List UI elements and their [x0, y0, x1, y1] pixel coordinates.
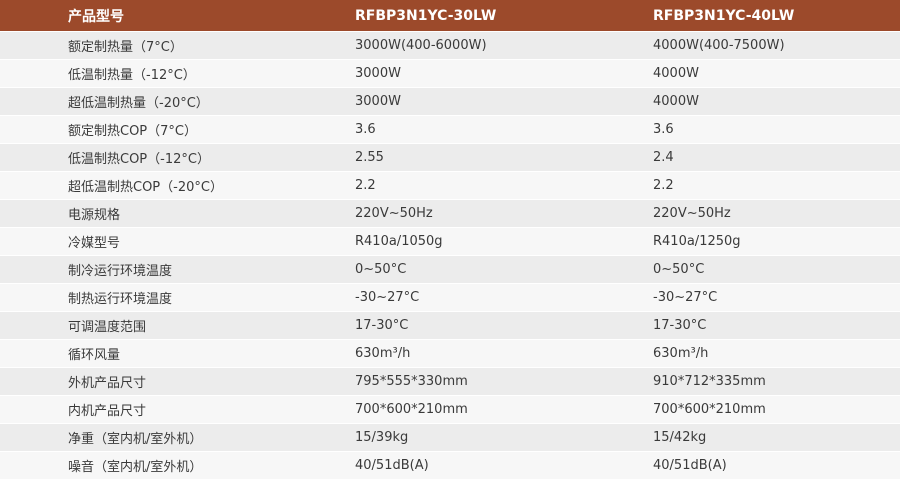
cell: 3.6 — [643, 115, 900, 144]
cell: 220V~50Hz — [345, 199, 643, 228]
cell: -30~27°C — [643, 283, 900, 312]
cell: 4000W(400-7500W) — [643, 31, 900, 60]
header-cell: 产品型号 — [0, 0, 345, 32]
cell: 15/39kg — [345, 423, 643, 452]
header-row: 产品型号 RFBP3N1YC-30LW RFBP3N1YC-40LW — [0, 0, 900, 32]
row: 超低温制热COP（-20°C） 2.2 2.2 — [0, 171, 900, 200]
cell: 3000W — [345, 87, 643, 116]
row: 可调温度范围 17-30°C 17-30°C — [0, 311, 900, 340]
cell: 冷媒型号 — [0, 227, 345, 256]
cell: 3.6 — [345, 115, 643, 144]
row: 低温制热量（-12°C） 3000W 4000W — [0, 59, 900, 88]
cell: 220V~50Hz — [643, 199, 900, 228]
cell: 40/51dB(A) — [643, 451, 900, 479]
cell: -30~27°C — [345, 283, 643, 312]
cell: 可调温度范围 — [0, 311, 345, 340]
cell: 795*555*330mm — [345, 367, 643, 396]
header-cell: RFBP3N1YC-40LW — [643, 0, 900, 32]
cell: 0~50°C — [643, 255, 900, 284]
row: 噪音（室内机/室外机） 40/51dB(A) 40/51dB(A) — [0, 451, 900, 479]
cell: 外机产品尺寸 — [0, 367, 345, 396]
cell: 超低温制热COP（-20°C） — [0, 171, 345, 200]
cell: 40/51dB(A) — [345, 451, 643, 479]
cell: 3000W — [345, 59, 643, 88]
cell: 内机产品尺寸 — [0, 395, 345, 424]
cell: 电源规格 — [0, 199, 345, 228]
cell: 循环风量 — [0, 339, 345, 368]
row: 电源规格 220V~50Hz 220V~50Hz — [0, 199, 900, 228]
cell: 3000W(400-6000W) — [345, 31, 643, 60]
cell: 低温制热COP（-12°C） — [0, 143, 345, 172]
row: 超低温制热量（-20°C） 3000W 4000W — [0, 87, 900, 116]
cell: 2.4 — [643, 143, 900, 172]
cell: 制冷运行环境温度 — [0, 255, 345, 284]
row: 制热运行环境温度 -30~27°C -30~27°C — [0, 283, 900, 312]
row: 冷媒型号 R410a/1050g R410a/1250g — [0, 227, 900, 256]
cell: 净重（室内机/室外机） — [0, 423, 345, 452]
cell: 额定制热COP（7°C） — [0, 115, 345, 144]
row: 净重（室内机/室外机） 15/39kg 15/42kg — [0, 423, 900, 452]
cell: 噪音（室内机/室外机） — [0, 451, 345, 479]
row: 循环风量 630m³/h 630m³/h — [0, 339, 900, 368]
cell: 2.2 — [643, 171, 900, 200]
cell: 额定制热量（7°C） — [0, 31, 345, 60]
header-cell: RFBP3N1YC-30LW — [345, 0, 643, 32]
row: 额定制热量（7°C） 3000W(400-6000W) 4000W(400-7500… — [0, 31, 900, 60]
cell: 15/42kg — [643, 423, 900, 452]
row: 额定制热COP（7°C） 3.6 3.6 — [0, 115, 900, 144]
cell: 17-30°C — [345, 311, 643, 340]
cell: 630m³/h — [345, 339, 643, 368]
cell: R410a/1250g — [643, 227, 900, 256]
cell: 2.2 — [345, 171, 643, 200]
cell: 4000W — [643, 87, 900, 116]
cell: 0~50°C — [345, 255, 643, 284]
cell: 低温制热量（-12°C） — [0, 59, 345, 88]
cell: R410a/1050g — [345, 227, 643, 256]
cell: 4000W — [643, 59, 900, 88]
cell: 制热运行环境温度 — [0, 283, 345, 312]
cell: 超低温制热量（-20°C） — [0, 87, 345, 116]
cell: 17-30°C — [643, 311, 900, 340]
cell: 700*600*210mm — [643, 395, 900, 424]
row: 低温制热COP（-12°C） 2.55 2.4 — [0, 143, 900, 172]
cell: 2.55 — [345, 143, 643, 172]
cell: 700*600*210mm — [345, 395, 643, 424]
cell: 630m³/h — [643, 339, 900, 368]
row: 制冷运行环境温度 0~50°C 0~50°C — [0, 255, 900, 284]
row: 内机产品尺寸 700*600*210mm 700*600*210mm — [0, 395, 900, 424]
row: 外机产品尺寸 795*555*330mm 910*712*335mm — [0, 367, 900, 396]
cell: 910*712*335mm — [643, 367, 900, 396]
